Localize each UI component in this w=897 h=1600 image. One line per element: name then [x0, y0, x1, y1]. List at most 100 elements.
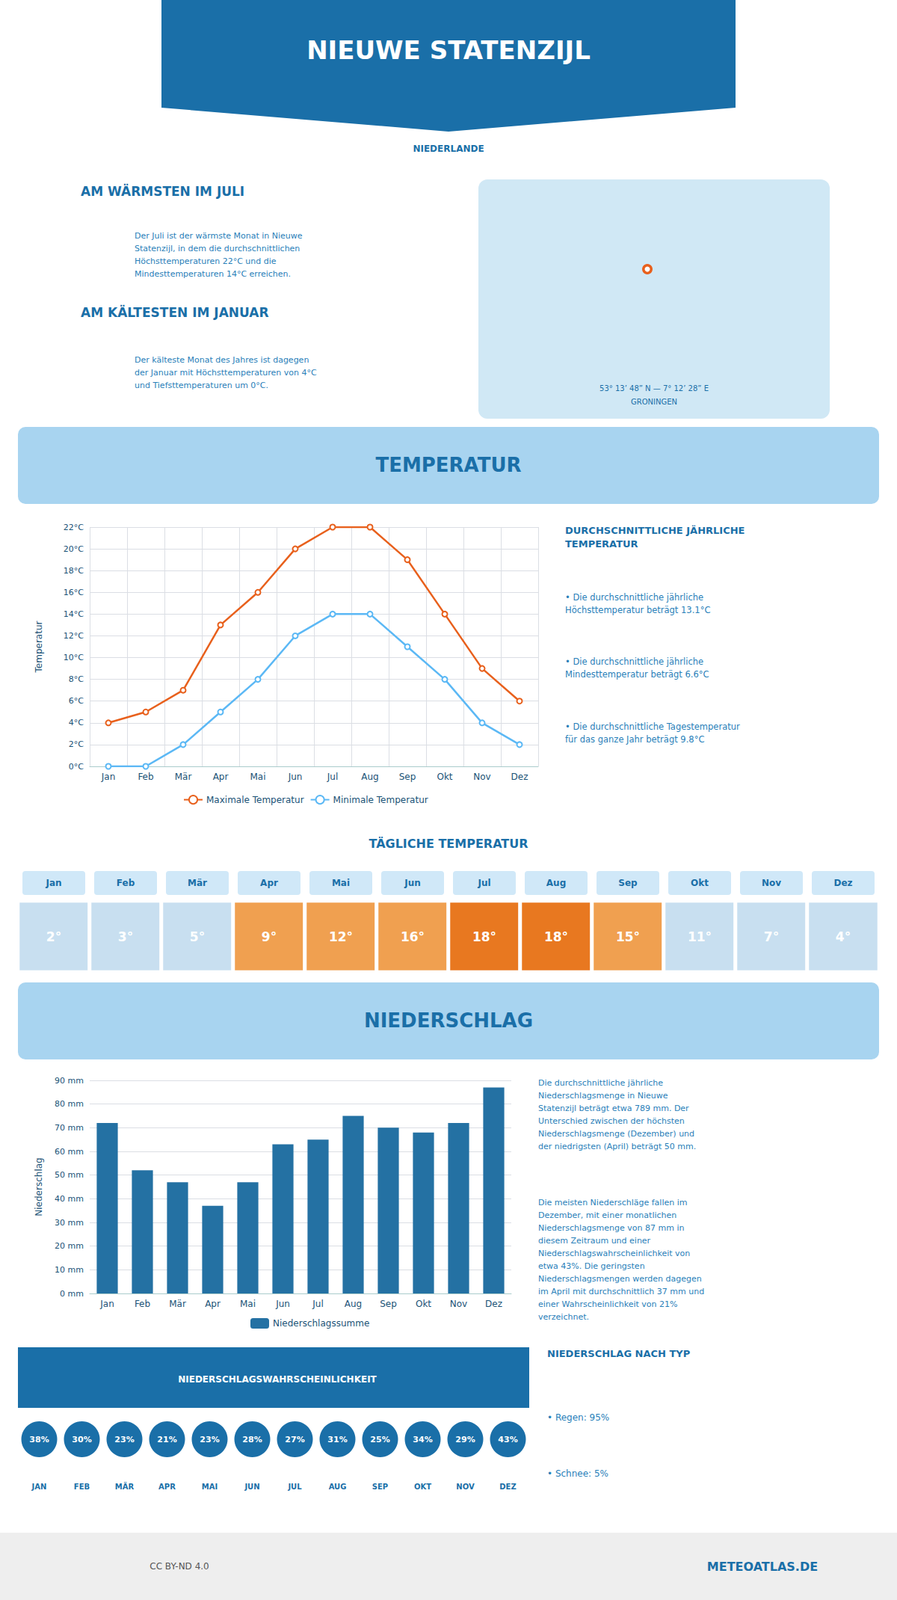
svg-text:Der Juli ist der wärmste Monat: Der Juli ist der wärmste Monat in Nieuwe: [134, 230, 303, 241]
svg-text:9°: 9°: [261, 929, 277, 945]
svg-text:TEMPERATUR: TEMPERATUR: [375, 453, 522, 477]
svg-text:30%: 30%: [71, 1434, 92, 1445]
svg-text:und Tiefsttemperaturen um 0°C.: und Tiefsttemperaturen um 0°C.: [134, 380, 269, 391]
svg-text:Mär: Mär: [187, 877, 208, 889]
svg-text:Jan: Jan: [100, 771, 116, 782]
svg-text:Okt: Okt: [415, 1298, 432, 1309]
svg-text:2°: 2°: [46, 929, 62, 945]
svg-text:12°C: 12°C: [63, 630, 84, 641]
svg-text:12°: 12°: [328, 929, 353, 945]
svg-text:Jul: Jul: [476, 877, 491, 889]
svg-text:• Die durchschnittliche Tagest: • Die durchschnittliche Tagestemperatur: [565, 721, 741, 732]
svg-text:Temperatur: Temperatur: [33, 620, 45, 673]
svg-text:Aug: Aug: [546, 877, 566, 889]
svg-text:10 mm: 10 mm: [54, 1264, 84, 1275]
svg-text:NIEDERLANDE: NIEDERLANDE: [412, 143, 484, 154]
svg-text:8°C: 8°C: [68, 674, 84, 684]
svg-text:22°C: 22°C: [63, 522, 84, 533]
svg-text:Okt: Okt: [690, 877, 709, 889]
svg-text:Niederschlagsmenge in Nieuwe: Niederschlagsmenge in Nieuwe: [538, 1090, 669, 1101]
svg-text:APR: APR: [158, 1482, 176, 1491]
svg-text:Mindesttemperaturen 14°C errei: Mindesttemperaturen 14°C erreichen.: [134, 269, 291, 279]
svg-text:Jun: Jun: [275, 1298, 291, 1309]
svg-text:Mai: Mai: [239, 1298, 256, 1309]
svg-text:23%: 23%: [199, 1434, 220, 1445]
svg-text:GRONINGEN: GRONINGEN: [630, 397, 678, 406]
svg-text:JAN: JAN: [31, 1482, 48, 1491]
svg-text:METEOATLAS.DE: METEOATLAS.DE: [707, 1559, 818, 1574]
svg-text:verzeichnet.: verzeichnet.: [538, 1311, 590, 1322]
svg-text:Jul: Jul: [326, 771, 338, 782]
svg-text:NOV: NOV: [455, 1482, 475, 1491]
svg-text:Dez: Dez: [833, 877, 853, 889]
svg-text:OKT: OKT: [414, 1482, 432, 1491]
svg-text:Jan: Jan: [99, 1298, 115, 1309]
svg-text:15°: 15°: [615, 929, 640, 945]
svg-text:• Die durchschnittliche jährli: • Die durchschnittliche jährliche: [565, 656, 704, 667]
svg-text:DURCHSCHNITTLICHE JÄHRLICHE: DURCHSCHNITTLICHE JÄHRLICHE: [565, 524, 745, 536]
svg-text:Niederschlag: Niederschlag: [33, 1157, 45, 1216]
svg-text:der Januar mit Höchsttemperatu: der Januar mit Höchsttemperaturen von 4°…: [134, 367, 317, 378]
svg-text:TEMPERATUR: TEMPERATUR: [565, 538, 639, 550]
svg-text:Unterschied zwischen der höchs: Unterschied zwischen der höchsten: [538, 1116, 685, 1126]
svg-text:16°: 16°: [400, 929, 425, 945]
svg-text:34%: 34%: [412, 1434, 433, 1445]
svg-text:Niederschlagsmenge von 87 mm i: Niederschlagsmenge von 87 mm in: [538, 1222, 684, 1233]
svg-text:SEP: SEP: [372, 1482, 388, 1491]
svg-text:FEB: FEB: [74, 1482, 90, 1491]
svg-text:4°C: 4°C: [68, 717, 84, 728]
svg-text:5°: 5°: [189, 929, 205, 945]
svg-text:Jun: Jun: [287, 771, 303, 782]
svg-text:etwa 43%. Die geringsten: etwa 43%. Die geringsten: [538, 1261, 646, 1271]
svg-text:Niederschlagssumme: Niederschlagssumme: [272, 1317, 370, 1329]
svg-text:TÄGLICHE TEMPERATUR: TÄGLICHE TEMPERATUR: [368, 836, 528, 851]
svg-text:CC BY-ND 4.0: CC BY-ND 4.0: [149, 1560, 210, 1572]
svg-text:43%: 43%: [497, 1434, 518, 1445]
svg-text:MÄR: MÄR: [115, 1480, 135, 1491]
svg-text:AM WÄRMSTEN IM JULI: AM WÄRMSTEN IM JULI: [80, 183, 245, 199]
svg-text:Jul: Jul: [311, 1298, 323, 1309]
svg-text:Sep: Sep: [618, 877, 638, 889]
svg-text:NIEDERSCHLAG NACH TYP: NIEDERSCHLAG NACH TYP: [547, 1347, 690, 1359]
svg-text:23%: 23%: [114, 1434, 134, 1445]
svg-text:30 mm: 30 mm: [54, 1217, 84, 1228]
svg-text:80 mm: 80 mm: [54, 1098, 84, 1109]
svg-text:Höchsttemperatur beträgt 13.1°: Höchsttemperatur beträgt 13.1°C: [565, 604, 711, 616]
svg-text:diesem Zeitraum und einer: diesem Zeitraum und einer: [538, 1235, 652, 1246]
svg-text:40 mm: 40 mm: [54, 1193, 84, 1204]
svg-text:4°: 4°: [835, 929, 851, 945]
svg-text:NIEUWE STATENZIJL: NIEUWE STATENZIJL: [306, 35, 591, 66]
svg-text:Maximale Temperatur: Maximale Temperatur: [206, 794, 305, 806]
svg-text:Niederschlagsmenge (Dezember): Niederschlagsmenge (Dezember) und: [538, 1128, 695, 1139]
svg-text:Feb: Feb: [137, 771, 154, 782]
svg-text:16°C: 16°C: [63, 587, 84, 598]
svg-text:20 mm: 20 mm: [54, 1240, 84, 1251]
svg-text:für das ganze Jahr beträgt 9.8: für das ganze Jahr beträgt 9.8°C: [565, 734, 705, 745]
svg-text:90 mm: 90 mm: [54, 1075, 84, 1086]
svg-text:28%: 28%: [242, 1434, 262, 1445]
svg-text:18°: 18°: [544, 929, 569, 945]
svg-text:7°: 7°: [763, 929, 779, 945]
svg-text:Apr: Apr: [260, 877, 279, 889]
svg-text:Apr: Apr: [204, 1298, 221, 1309]
svg-text:Sep: Sep: [399, 771, 417, 782]
svg-text:50 mm: 50 mm: [54, 1169, 84, 1180]
svg-text:einer Wahrscheinlichkeit von 2: einer Wahrscheinlichkeit von 21%: [538, 1299, 678, 1309]
svg-text:Mindesttemperatur beträgt 6.6°: Mindesttemperatur beträgt 6.6°C: [565, 669, 710, 680]
svg-text:DEZ: DEZ: [499, 1482, 516, 1491]
svg-text:Apr: Apr: [213, 771, 229, 782]
svg-text:Niederschlagswahrscheinlichkei: Niederschlagswahrscheinlichkeit von: [538, 1248, 690, 1259]
svg-text:25%: 25%: [370, 1434, 390, 1445]
svg-text:Statenzijl beträgt etwa 789 mm: Statenzijl beträgt etwa 789 mm. Der: [538, 1103, 690, 1114]
svg-text:NIEDERSCHLAGSWAHRSCHEINLICHKEI: NIEDERSCHLAGSWAHRSCHEINLICHKEIT: [177, 1373, 377, 1385]
svg-text:NIEDERSCHLAG: NIEDERSCHLAG: [364, 1009, 533, 1032]
svg-text:Mai: Mai: [249, 771, 266, 782]
svg-text:31%: 31%: [327, 1434, 347, 1445]
svg-text:• Die durchschnittliche jährli: • Die durchschnittliche jährliche: [565, 592, 704, 603]
svg-text:Dez: Dez: [485, 1298, 503, 1309]
svg-text:Die meisten Niederschläge fall: Die meisten Niederschläge fallen im: [538, 1197, 687, 1208]
svg-text:14°C: 14°C: [63, 609, 84, 619]
svg-text:JUN: JUN: [243, 1482, 260, 1491]
svg-text:im April mit durchschnittlich: im April mit durchschnittlich 37 mm und: [538, 1286, 705, 1297]
svg-text:AM KÄLTESTEN IM JANUAR: AM KÄLTESTEN IM JANUAR: [80, 304, 270, 320]
